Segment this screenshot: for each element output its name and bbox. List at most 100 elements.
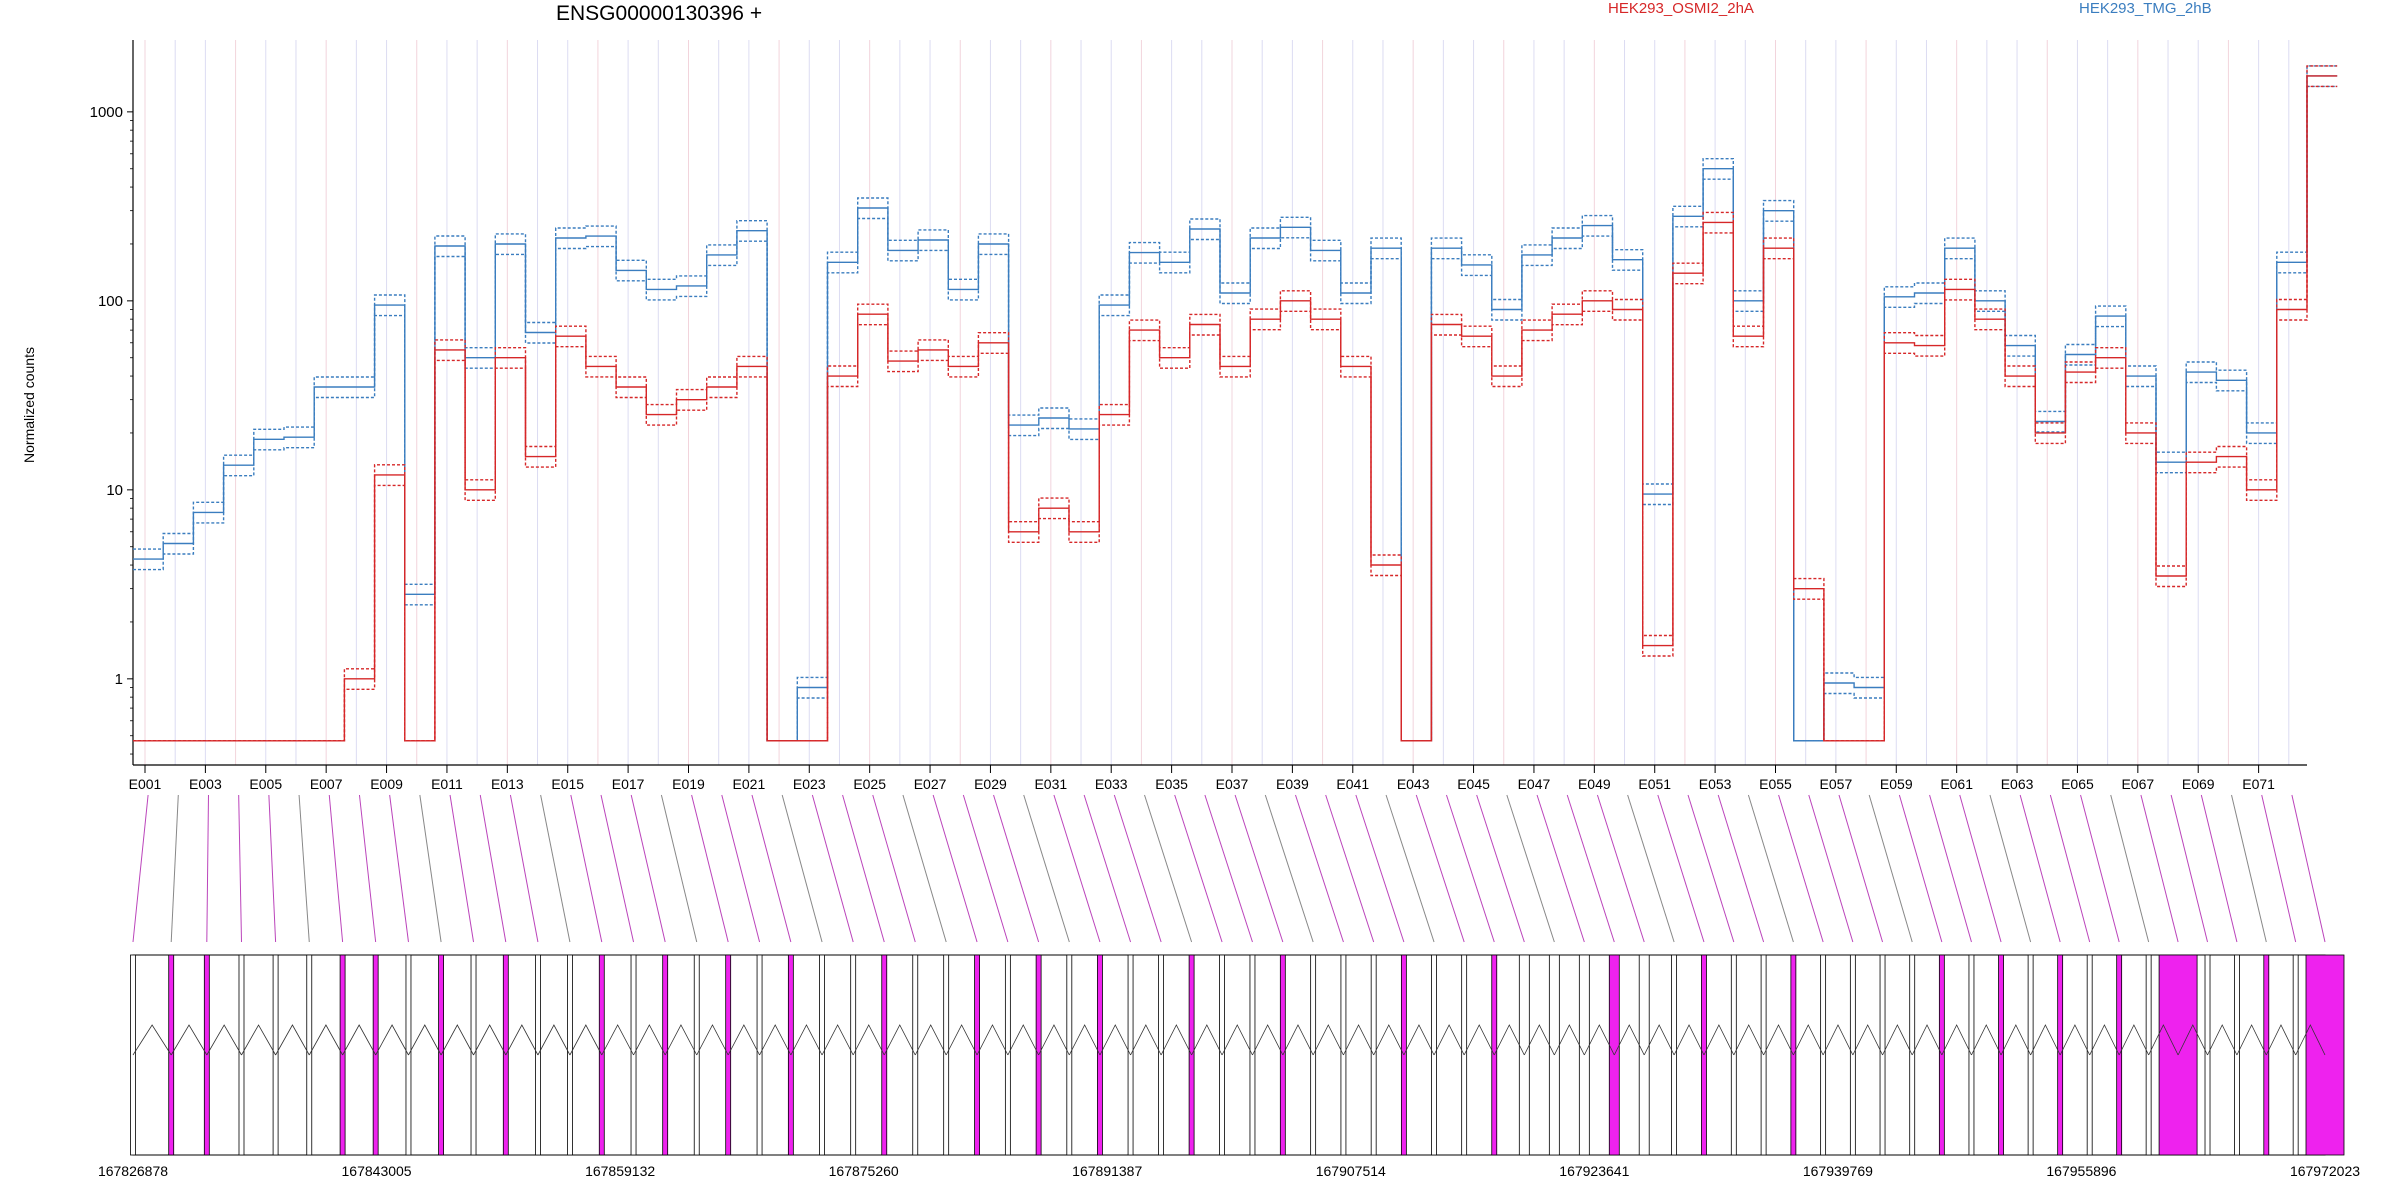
intron-line [537, 1024, 571, 1056]
x-tick-label: E057 [1820, 776, 1853, 792]
intron-line [727, 1024, 760, 1056]
x-tick-label: E053 [1699, 776, 1732, 792]
intron-line [1971, 1024, 2002, 1056]
exon-connector [1023, 794, 1070, 943]
series-line [133, 85, 2338, 742]
intron-line [1822, 1024, 1854, 1056]
x-tick-label: E017 [612, 776, 645, 792]
intron-line [342, 1024, 377, 1056]
coordinate-label: 167972023 [2290, 1163, 2360, 1179]
intron-line [1007, 1024, 1039, 1056]
intron-line [2265, 1024, 2297, 1056]
intron-line [1282, 1024, 1314, 1056]
intron-line [275, 1024, 310, 1056]
exon-connector [1234, 794, 1284, 943]
intron-line [1703, 1024, 1735, 1056]
exon-connector [1113, 794, 1162, 943]
x-tick-label: E065 [2061, 776, 2094, 792]
gene-model [130, 954, 2345, 1156]
exon-connector [1657, 794, 1705, 943]
series-HEK293_OSMI2_2hA [133, 65, 2338, 742]
legend-item-tmg: HEK293_TMG_2hB [2079, 0, 2212, 17]
exon-connector [1717, 794, 1765, 943]
intron-line [1343, 1024, 1375, 1056]
intron-line [2118, 1024, 2149, 1056]
x-tick-label: E031 [1034, 776, 1067, 792]
x-tick-label: E037 [1216, 776, 1249, 792]
exon-connector [540, 794, 571, 943]
exon-connector [872, 794, 916, 943]
x-tick-label: E045 [1457, 776, 1490, 792]
intron-line [790, 1024, 823, 1056]
intron-line [308, 1024, 343, 1056]
x-tick-label: E009 [370, 776, 403, 792]
exon-connector [298, 794, 310, 943]
x-tick-label: E015 [551, 776, 584, 792]
x-tick-label: E029 [974, 776, 1007, 792]
exon-connector [751, 794, 792, 943]
exon-connector [268, 794, 277, 943]
x-tick-label: E063 [2001, 776, 2034, 792]
exon-connector [2200, 794, 2238, 943]
intron-line [1493, 1024, 1525, 1056]
exon-connector [170, 794, 179, 943]
x-tick-label: E041 [1336, 776, 1369, 792]
x-tick-label: E061 [1940, 776, 1973, 792]
intron-line [1463, 1024, 1495, 1056]
intron-line [2148, 1024, 2179, 1056]
exon-connector [2080, 794, 2120, 943]
intron-line [1433, 1024, 1465, 1056]
legend-item-osmi2: HEK293_OSMI2_2hA [1608, 0, 1754, 17]
series-line [133, 85, 2338, 742]
exon-connector [1898, 794, 1943, 943]
intron-line [2059, 1024, 2091, 1056]
intron-line [2000, 1024, 2031, 1056]
exon-connector [1506, 794, 1555, 943]
exon-connector [1959, 794, 2002, 943]
intron-line [1793, 1024, 1824, 1056]
exon-connector [721, 794, 761, 943]
exon-connector [2110, 794, 2150, 943]
exon-connector [1385, 794, 1435, 943]
exon-connector [1415, 794, 1465, 943]
intron-line [2207, 1024, 2238, 1056]
exon-gridlines [144, 40, 2290, 765]
intron-line [2089, 1024, 2120, 1056]
coordinate-label: 167875260 [829, 1163, 899, 1179]
x-tick-label: E007 [310, 776, 343, 792]
intron-line [1252, 1024, 1284, 1056]
intron-line [2030, 1024, 2061, 1056]
exon-connector [479, 794, 507, 943]
series-line [133, 75, 2338, 742]
exon-connector [1204, 794, 1253, 943]
intron-line [1099, 1024, 1131, 1056]
exon-connector [328, 794, 344, 943]
exon-connector [1566, 794, 1615, 943]
gene-model-frame [132, 954, 2326, 1156]
intron-line [945, 1024, 978, 1056]
intron-line [505, 1024, 539, 1056]
exon-connector [660, 794, 698, 943]
x-tick-label: E033 [1095, 776, 1128, 792]
intron-line [1583, 1024, 1615, 1056]
x-tick-label: E067 [2121, 776, 2154, 792]
exon-connector [1083, 794, 1132, 943]
exon-connector [1627, 794, 1675, 943]
x-tick-label: E003 [189, 776, 222, 792]
intron-line [440, 1024, 474, 1056]
exon-connector [358, 794, 377, 943]
intron-line [883, 1024, 916, 1056]
exon-connector [1264, 794, 1314, 943]
intron-line [821, 1024, 854, 1056]
series-line [133, 75, 2338, 742]
exon-connector [2231, 794, 2267, 943]
y-tick-label: 1 [115, 671, 123, 688]
intron-line [1553, 1024, 1585, 1056]
intron-line [1941, 1024, 1972, 1056]
x-tick-label: E071 [2242, 776, 2275, 792]
exon-connector [2261, 794, 2297, 943]
intron-line [914, 1024, 947, 1056]
coordinate-label: 167923641 [1559, 1163, 1629, 1179]
intron-line [408, 1024, 442, 1056]
